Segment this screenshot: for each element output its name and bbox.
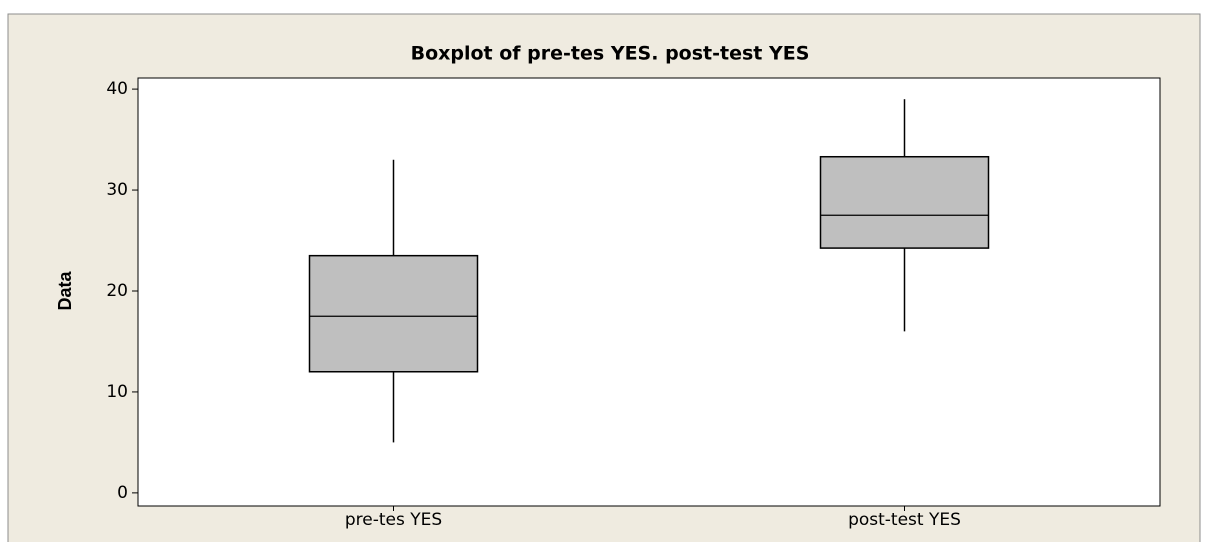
x-tick-label: pre-tes YES — [345, 510, 442, 530]
y-tick-label: 20 — [106, 281, 128, 301]
y-axis-label: Data — [55, 271, 75, 311]
chart-title: Boxplot of pre-tes YES. post-test YES — [411, 43, 810, 65]
plot-area — [137, 77, 1161, 507]
y-tick-label: 30 — [106, 180, 128, 200]
box — [308, 254, 479, 373]
y-tick-label: 0 — [117, 483, 128, 503]
y-tick-label: 10 — [106, 382, 128, 402]
y-tick-label: 40 — [106, 79, 128, 99]
box — [819, 155, 990, 249]
x-tick-label: post-test YES — [848, 510, 961, 530]
